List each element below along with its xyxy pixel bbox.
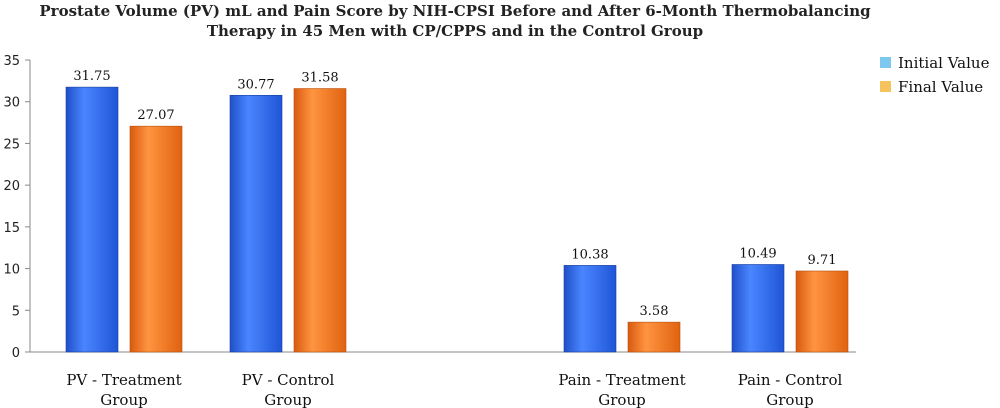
- y-tick-label: 5: [12, 304, 20, 319]
- bar-initial-0: [65, 86, 119, 353]
- legend-label-final: Final Value: [898, 78, 983, 96]
- category-label-0-line-1: PV - Treatment: [66, 371, 181, 389]
- data-label-final-0: 27.07: [137, 108, 174, 123]
- data-label-initial-3: 10.49: [739, 246, 776, 261]
- category-label-1-line-2: Group: [264, 391, 311, 408]
- bar-final-3: [795, 270, 849, 353]
- bar-initial-2: [563, 265, 617, 353]
- y-tick-label: 25: [3, 137, 20, 152]
- category-label-3-line-1: Pain - Control: [738, 371, 843, 389]
- y-tick-label: 35: [3, 54, 20, 69]
- legend-label-initial: Initial Value: [898, 54, 990, 72]
- y-tick-label: 20: [3, 179, 20, 194]
- legend-swatch-final: [880, 81, 891, 92]
- data-label-final-3: 9.71: [808, 253, 837, 268]
- bar-initial-1: [229, 94, 283, 353]
- bar-final-1: [293, 88, 347, 353]
- chart-title-line-2: Therapy in 45 Men with CP/CPPS and in th…: [207, 22, 703, 40]
- bar-final-2: [627, 321, 681, 353]
- y-tick-label: 30: [3, 96, 20, 111]
- y-tick-label: 10: [3, 263, 20, 278]
- y-tick-label: 15: [3, 221, 20, 236]
- chart-title-line-1: Prostate Volume (PV) mL and Pain Score b…: [39, 2, 871, 20]
- data-label-initial-0: 31.75: [73, 69, 110, 84]
- bar-initial-3: [731, 264, 785, 353]
- category-label-0-line-2: Group: [100, 391, 147, 408]
- bar-final-0: [129, 125, 183, 353]
- category-label-1-line-1: PV - Control: [242, 371, 335, 389]
- legend-swatch-initial: [880, 57, 891, 68]
- category-label-3-line-2: Group: [766, 391, 813, 408]
- data-label-final-2: 3.58: [640, 304, 669, 319]
- legend: Initial Value Final Value: [880, 54, 990, 96]
- data-label-initial-1: 30.77: [237, 77, 274, 92]
- data-label-initial-2: 10.38: [571, 247, 608, 262]
- data-label-final-1: 31.58: [301, 71, 338, 86]
- y-tick-label: 0: [12, 346, 20, 361]
- category-label-2-line-2: Group: [598, 391, 645, 408]
- category-label-2-line-1: Pain - Treatment: [558, 371, 685, 389]
